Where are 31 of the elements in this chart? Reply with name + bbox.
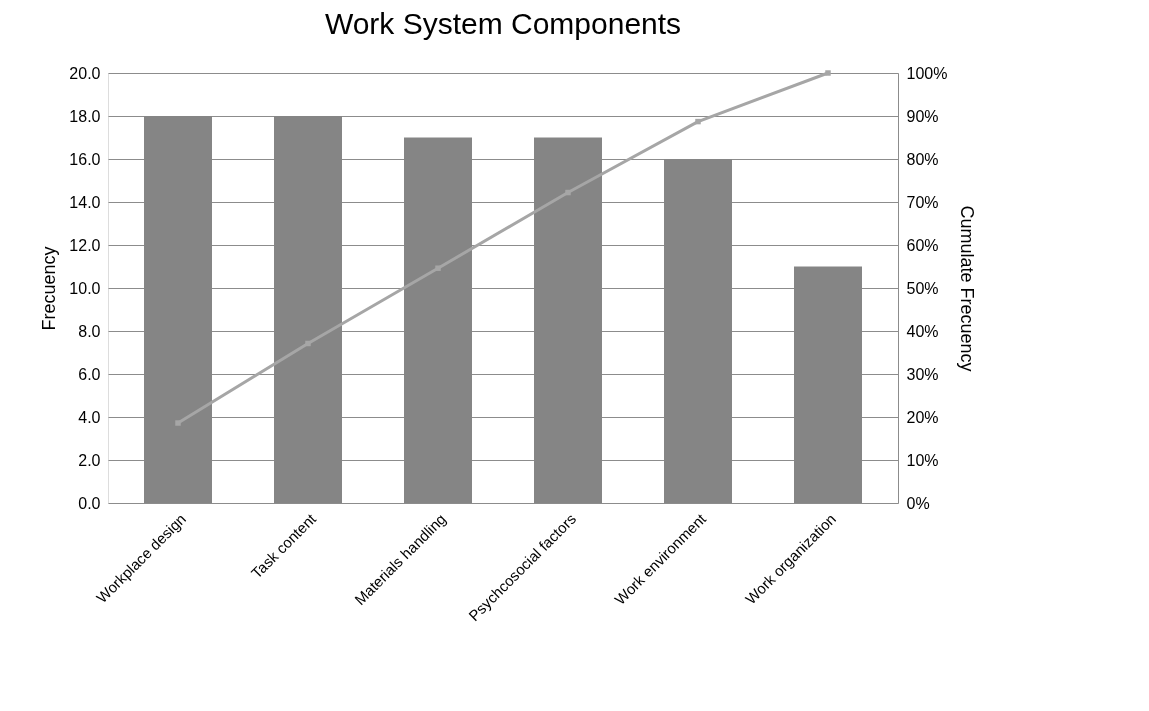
y2-tick-label: 80% — [906, 150, 939, 168]
y-tick-label: 6.0 — [78, 365, 101, 383]
y-tick-label: 12.0 — [69, 236, 101, 254]
y2-tick-label: 60% — [906, 236, 939, 254]
y2-axis-title: Cumulate Frecuency — [957, 205, 978, 372]
point — [565, 189, 571, 196]
y-axis-title: Frecuency — [39, 246, 60, 331]
y-tick-label: 2.0 — [78, 451, 101, 469]
point — [435, 265, 441, 271]
y-tick-label: 14.0 — [69, 193, 101, 211]
point — [825, 70, 831, 76]
y-tick-label: 0.0 — [78, 494, 101, 512]
y2-tick-label: 50% — [906, 279, 939, 297]
y2-tick-label: 20% — [906, 408, 939, 426]
y-tick-label: 10.0 — [69, 279, 101, 297]
point — [175, 420, 181, 426]
y2-tick-label: 0% — [906, 494, 930, 512]
y2-tick-label: 40% — [906, 322, 939, 340]
y-tick-label: 20.0 — [69, 64, 101, 82]
y-tick-label: 18.0 — [69, 107, 101, 125]
y2-tick-label: 100% — [906, 64, 948, 82]
y-tick-label: 16.0 — [69, 150, 101, 168]
y2-tick-label: 70% — [906, 193, 939, 211]
point — [305, 340, 311, 347]
y2-tick-label: 90% — [906, 107, 939, 125]
y-tick-label: 4.0 — [78, 408, 101, 426]
point — [695, 118, 701, 125]
y-tick-label: 8.0 — [78, 322, 101, 340]
y2-tick-label: 10% — [906, 451, 939, 469]
y2-tick-label: 30% — [906, 365, 939, 383]
chart-title: Work System Components — [324, 7, 682, 40]
